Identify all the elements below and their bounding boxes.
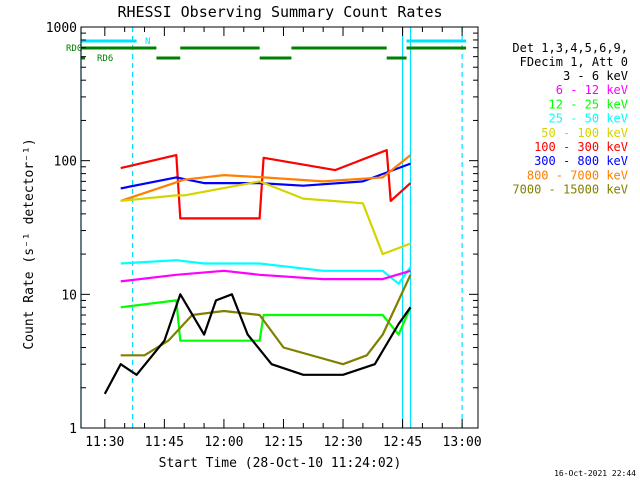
series-line-50-100-kev bbox=[120, 180, 411, 256]
legend-header-line: Det 1,3,4,5,6,9, bbox=[512, 41, 628, 55]
y-tick-label: 1 bbox=[69, 422, 77, 437]
axes: 1 10 100 1000 11:30 11:45 12:00 12:15 12:30 12:45… bbox=[46, 21, 482, 450]
series-line-800-7000-kev bbox=[120, 154, 412, 202]
legend-entry: 25 - 50 keV bbox=[549, 112, 628, 126]
legend: Det 1,3,4,5,6,9,FDecim 1, Att 03 - 6 keV… bbox=[512, 41, 628, 197]
series-line-300-800-kev bbox=[120, 162, 411, 190]
legend-entry: 6 - 12 keV bbox=[556, 83, 628, 97]
x-tick-label: 11:45 bbox=[145, 435, 184, 450]
legend-entry: 800 - 7000 keV bbox=[527, 168, 628, 182]
legend-entry: 3 - 6 keV bbox=[563, 69, 628, 83]
legend-header-line: FDecim 1, Att 0 bbox=[520, 55, 628, 69]
legend-entry: 12 - 25 keV bbox=[549, 97, 628, 111]
y-tick-label: 1000 bbox=[46, 21, 77, 36]
series-line-3-6-kev bbox=[103, 293, 412, 395]
x-tick-label: 13:00 bbox=[443, 435, 482, 450]
series-line-6-12-kev bbox=[120, 269, 411, 283]
x-tick-label: 12:15 bbox=[264, 435, 303, 450]
x-tick-label: 11:30 bbox=[85, 435, 124, 450]
y-tick-label: 10 bbox=[61, 288, 77, 303]
series-line-7000-15000-kev bbox=[120, 274, 412, 366]
flag-label-rd6: RD6 bbox=[97, 54, 113, 64]
legend-entry: 300 - 800 keV bbox=[534, 154, 628, 168]
legend-entry: 50 - 100 keV bbox=[541, 126, 628, 140]
plot-frame bbox=[80, 26, 479, 429]
series-line-100-300-kev bbox=[120, 149, 412, 220]
legend-entry: 7000 - 15000 keV bbox=[512, 183, 628, 197]
plot-area: RD0 RD6 N bbox=[66, 27, 467, 428]
y-axis-label: Count Rate (s⁻¹ detector⁻¹) bbox=[22, 138, 37, 349]
flag-label-n: N bbox=[145, 37, 150, 47]
x-tick-label: 12:45 bbox=[383, 435, 422, 450]
y-tick-label: 100 bbox=[54, 155, 77, 170]
x-axis-label: Start Time (28-Oct-10 11:24:02) bbox=[159, 456, 402, 471]
flag-label-rd0: RD0 bbox=[66, 44, 82, 54]
footer-timestamp: 16-Oct-2021 22:44 bbox=[554, 469, 636, 478]
x-tick-label: 12:30 bbox=[323, 435, 362, 450]
chart-title: RHESSI Observing Summary Count Rates bbox=[117, 3, 442, 21]
legend-entry: 100 - 300 keV bbox=[534, 140, 628, 154]
series-line-25-50-kev bbox=[120, 259, 412, 285]
x-tick-label: 12:00 bbox=[204, 435, 243, 450]
series-line-12-25-kev bbox=[120, 299, 412, 342]
